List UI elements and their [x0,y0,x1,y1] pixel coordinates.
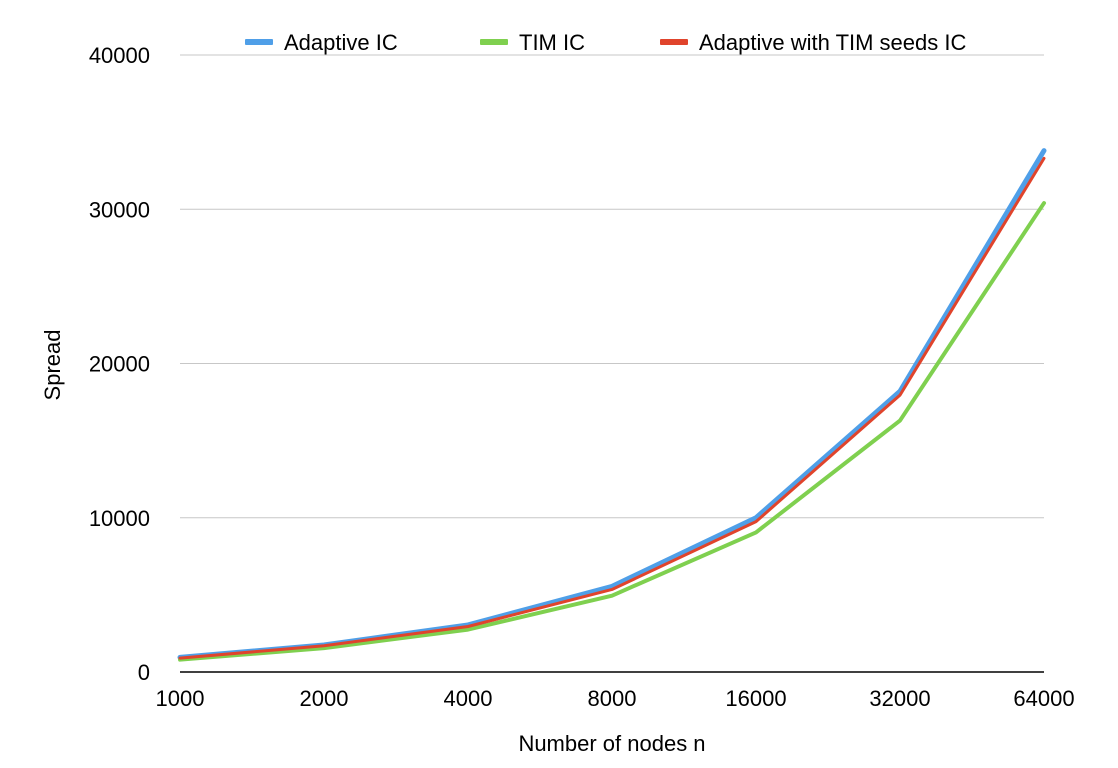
y-tick-label: 20000 [89,352,150,377]
y-tick-label: 30000 [89,197,150,222]
series-lines [177,148,1047,662]
y-tick-label: 0 [138,660,150,685]
y-axis-title: Spread [40,330,65,401]
legend-label: Adaptive with TIM seeds IC [699,30,966,55]
series-line-adaptive-ic [177,148,1047,660]
x-tick-label: 1000 [156,686,205,711]
legend-swatch [660,39,688,45]
legend-label: TIM IC [519,30,585,55]
series-line-tim-ic [178,201,1046,662]
legend: Adaptive IC TIM IC Adaptive with TIM seeds… [245,30,966,55]
x-tick-label: 32000 [869,686,930,711]
x-tick-label: 64000 [1013,686,1074,711]
x-tick-label: 4000 [444,686,493,711]
series-line-adaptive-with-tim-seeds-ic [178,156,1046,660]
x-tick-label: 16000 [725,686,786,711]
y-tick-label: 40000 [89,43,150,68]
legend-item: Adaptive with TIM seeds IC [660,30,966,55]
x-tick-label: 2000 [300,686,349,711]
x-axis-title: Number of nodes n [518,731,705,756]
legend-label: Adaptive IC [284,30,398,55]
legend-item: TIM IC [480,30,585,55]
y-tick-label: 10000 [89,506,150,531]
axes: 0 10000 20000 30000 40000 1000 2000 4000 8000 160… [89,43,1075,711]
legend-swatch [245,39,273,45]
legend-item: Adaptive IC [245,30,398,55]
legend-swatch [480,39,508,45]
x-tick-label: 8000 [588,686,637,711]
gridlines [180,54,1044,519]
